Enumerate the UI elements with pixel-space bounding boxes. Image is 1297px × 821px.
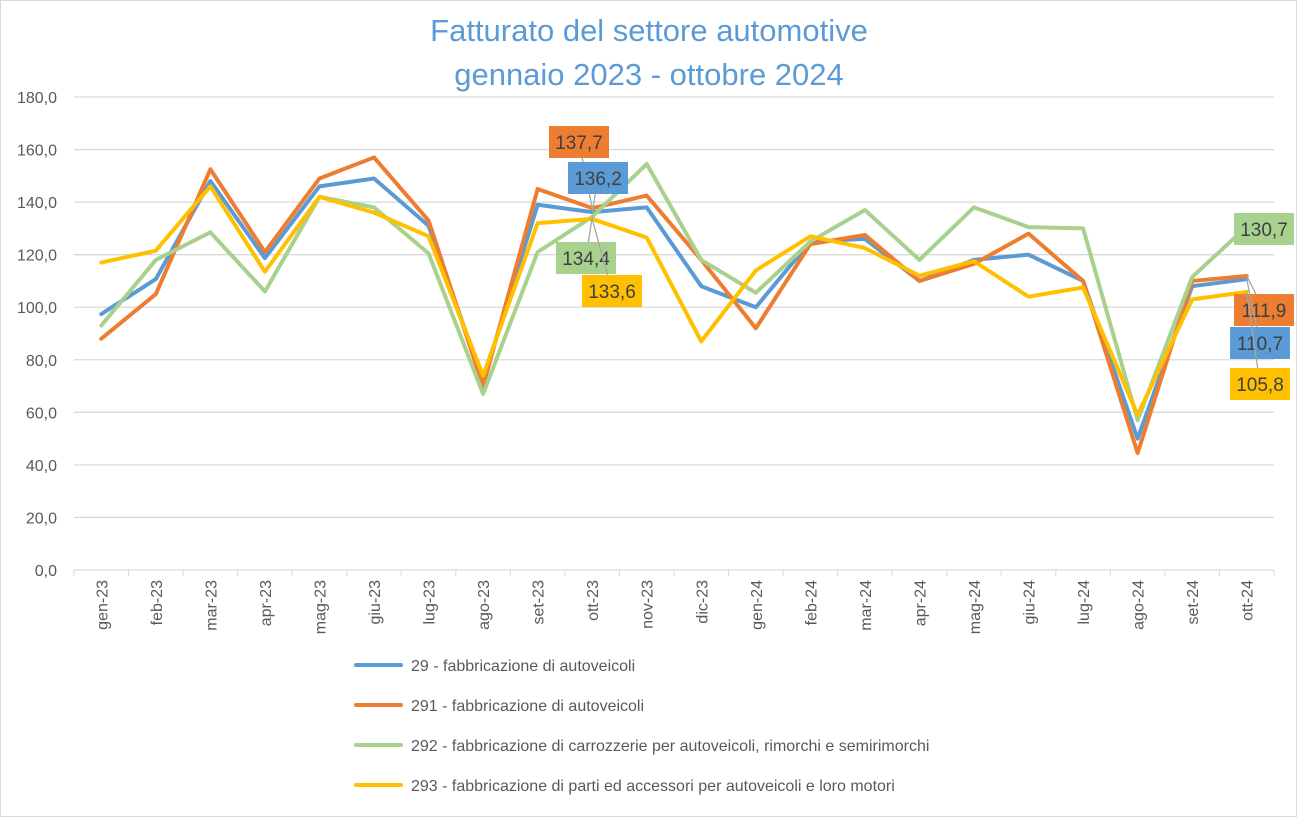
x-tick-label: gen-23 (94, 580, 111, 630)
y-tick-label: 60,0 (26, 405, 57, 422)
data-label-box (1234, 213, 1294, 245)
data-label: 133,6 (588, 282, 636, 303)
y-tick-label: 180,0 (17, 90, 57, 107)
x-tick-label: mag-24 (967, 580, 984, 634)
legend-label: 29 - fabbricazione di autoveicoli (411, 658, 635, 675)
data-label-box (1230, 327, 1290, 359)
data-label-box (549, 126, 609, 158)
x-tick-label: giu-24 (1022, 580, 1039, 625)
x-tick-label: gen-24 (749, 580, 766, 630)
data-label: 137,7 (555, 133, 603, 154)
x-tick-label: set-24 (1185, 580, 1202, 625)
x-tick-label: lug-23 (422, 580, 439, 625)
x-tick-label: ott-24 (1240, 580, 1257, 621)
series-line-3 (99, 184, 1249, 417)
x-tick-label: dic-23 (694, 580, 711, 624)
x-tick-label: set-23 (531, 580, 548, 625)
y-tick-label: 80,0 (26, 353, 57, 370)
y-tick-label: 0,0 (35, 563, 57, 580)
data-label-box (568, 162, 628, 194)
x-tick-label: apr-24 (912, 580, 929, 626)
data-label: 105,8 (1236, 375, 1284, 396)
data-label: 134,4 (562, 249, 610, 270)
y-tick-label: 120,0 (17, 248, 57, 265)
x-tick-label: lug-24 (1076, 580, 1093, 625)
x-tick-label: ott-23 (585, 580, 602, 621)
series-lines (99, 155, 1249, 456)
y-tick-label: 160,0 (17, 143, 57, 160)
x-tick-label: mag-23 (312, 580, 329, 634)
legend: 29 - fabbricazione di autoveicoli 291 - f… (354, 658, 929, 795)
x-tick-label: mar-24 (858, 580, 875, 631)
x-tick-label: apr-23 (258, 580, 275, 626)
series-line-1 (99, 155, 1249, 456)
x-tick-label: nov-23 (640, 580, 657, 629)
x-tick-label: giu-23 (367, 580, 384, 625)
legend-label: 292 - fabbricazione di carrozzerie per a… (411, 738, 929, 755)
y-tick-label: 100,0 (17, 300, 57, 317)
x-tick-label: feb-24 (803, 580, 820, 625)
series-line-2 (99, 162, 1249, 423)
data-label: 110,7 (1237, 334, 1283, 355)
y-tick-label: 40,0 (26, 458, 57, 475)
data-label-box (1234, 294, 1294, 326)
data-label: 130,7 (1240, 220, 1288, 241)
x-axis: gen-23 feb-23 mar-23 apr-23 mag-23 giu-23 lug-… (73, 570, 1275, 634)
y-tick-label: 140,0 (17, 195, 57, 212)
x-tick-label: ago-23 (476, 580, 493, 630)
series-line-0 (99, 176, 1249, 441)
x-tick-label: ago-24 (1131, 580, 1148, 630)
data-label: 136,2 (574, 169, 622, 190)
chart-title: Fatturato del settore automotive gennaio … (430, 13, 868, 92)
y-tick-label: 20,0 (26, 510, 57, 527)
y-axis: 0,0 20,0 40,0 60,0 80,0 100,0 120,0 140,0 160,0 1… (17, 90, 57, 580)
chart-title-line: gennaio 2023 - ottobre 2024 (454, 57, 844, 92)
legend-label: 291 - fabbricazione di autoveicoli (411, 698, 644, 715)
x-tick-label: mar-23 (203, 580, 220, 631)
chart-title-line: Fatturato del settore automotive (430, 13, 868, 48)
data-label-box (582, 275, 642, 307)
x-tick-label: feb-23 (149, 580, 166, 625)
gridlines (74, 96, 1274, 571)
data-label-box (1230, 368, 1290, 400)
legend-label: 293 - fabbricazione di parti ed accessor… (411, 778, 895, 795)
